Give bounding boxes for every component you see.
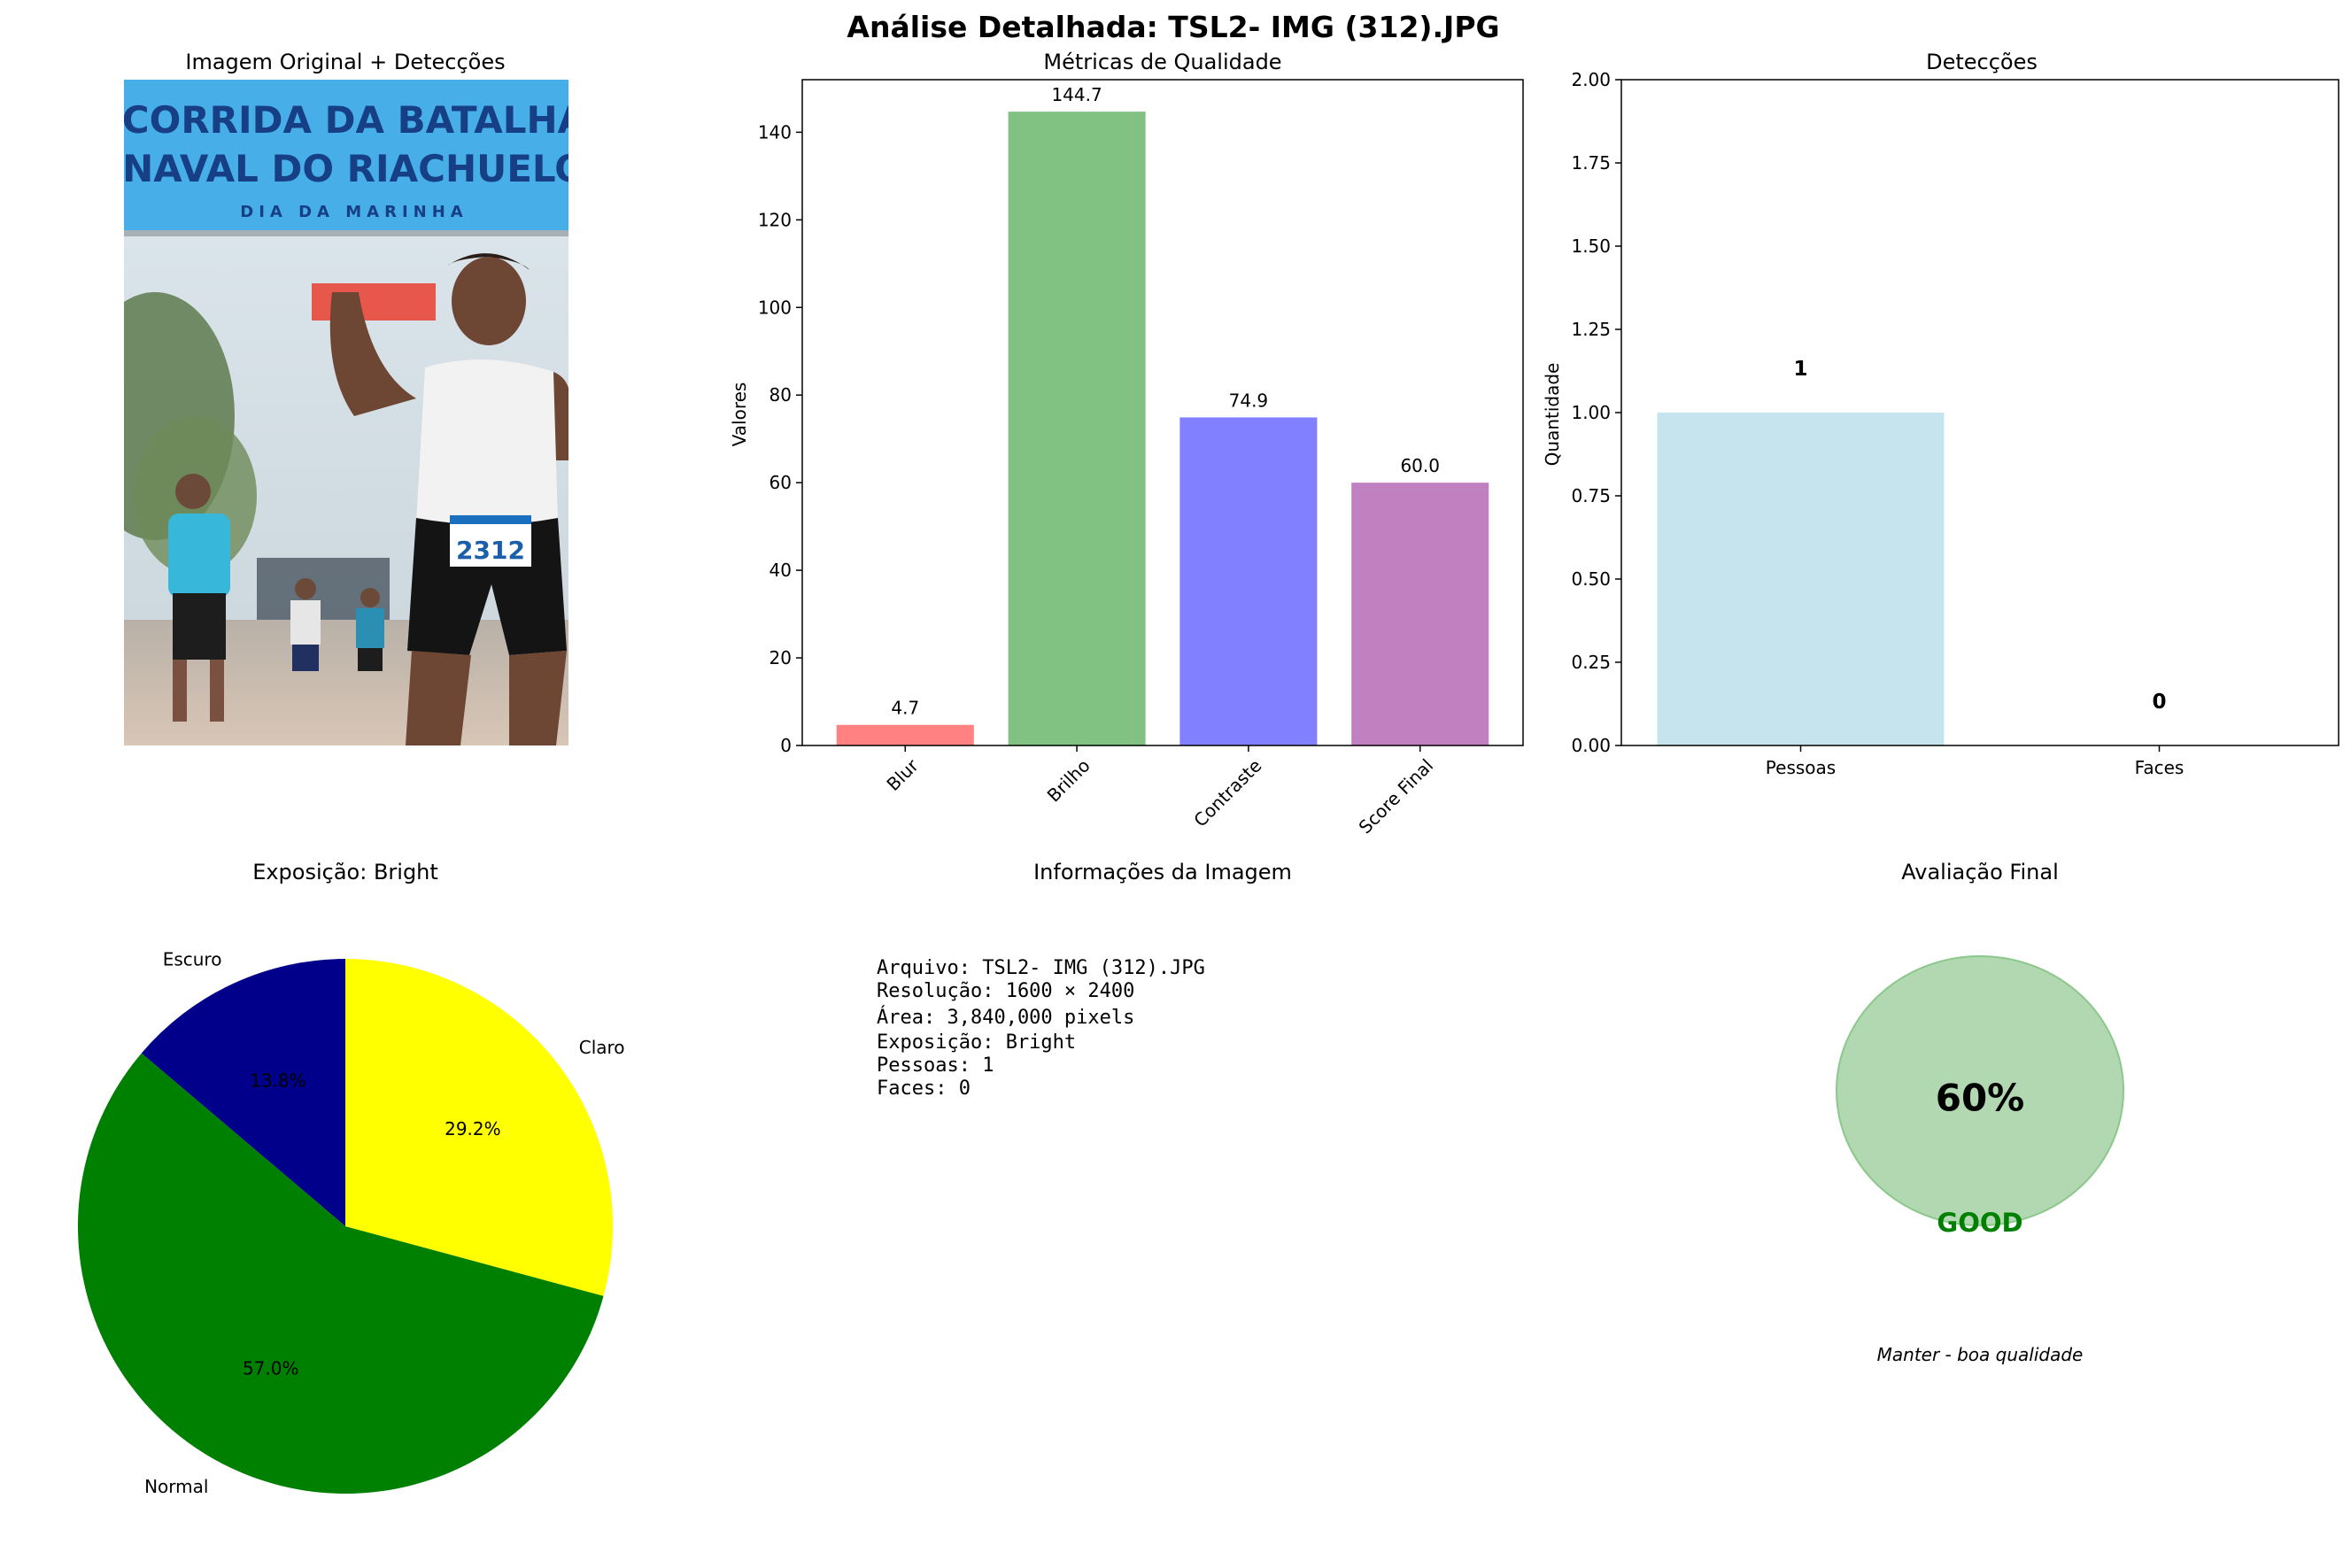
bar-blur bbox=[836, 724, 974, 745]
info-line-file: Arquivo: TSL2- IMG (312).JPG bbox=[877, 957, 1205, 979]
y-tick-label: 40 bbox=[769, 560, 792, 581]
metrics-y-axis-label: Valores bbox=[729, 382, 750, 447]
info-line-exposure: Exposição: Bright bbox=[877, 1031, 1076, 1054]
race-clock bbox=[312, 283, 436, 321]
detections-chart: Detecções Quantidade 0.00 0.25 0.50 0.75 1.0… bbox=[1542, 50, 2339, 778]
y-tick-label: 100 bbox=[758, 297, 792, 318]
x-tick-label-contraste: Contraste bbox=[1189, 755, 1265, 831]
figure-suptitle: Análise Detalhada: TSL2- IMG (312).JPG bbox=[847, 10, 1499, 44]
bar-brilho bbox=[1008, 112, 1146, 746]
x-tick-label-score-final: Score Final bbox=[1355, 755, 1438, 838]
y-tick-label: 1.50 bbox=[1571, 236, 1611, 257]
detections-y-axis-label: Quantidade bbox=[1542, 363, 1563, 467]
pie-label-claro: Claro bbox=[579, 1037, 625, 1058]
bib-number: 2312 bbox=[456, 536, 525, 565]
final-score: 60% bbox=[1936, 1077, 2025, 1120]
metrics-chart-title: Métricas de Qualidade bbox=[1043, 50, 1281, 74]
value-label-blur: 4.7 bbox=[891, 698, 919, 719]
banner-text-line3: DIA DA MARINHA bbox=[240, 203, 468, 221]
info-panel-title: Informações da Imagem bbox=[1033, 860, 1292, 884]
banner-text-line2: NAVAL DO RIACHUELO bbox=[122, 147, 586, 190]
pie-slice-escuro bbox=[141, 959, 345, 1226]
final-panel-title: Avaliação Final bbox=[1901, 860, 2059, 884]
y-tick-label: 0 bbox=[780, 735, 792, 756]
detections-plot-frame bbox=[1620, 79, 2339, 746]
value-label-faces: 0 bbox=[2152, 691, 2166, 714]
image-info-panel: Informações da Imagem Arquivo: TSL2- IMG… bbox=[877, 860, 1292, 1100]
pie-pct-escuro: 13.8% bbox=[250, 1070, 306, 1092]
pie-pct-normal: 57.0% bbox=[243, 1357, 299, 1379]
image-panel: Imagem Original + Detecções COR bbox=[122, 50, 587, 745]
quality-metrics-chart: Métricas de Qualidade Valores 0 20 40 60 80 1… bbox=[729, 50, 1524, 838]
y-tick-label: 60 bbox=[769, 472, 792, 493]
race-photo: CORRIDA DA BATALHA NAVAL DO RIACHUELO DI… bbox=[122, 80, 587, 745]
y-tick-label: 20 bbox=[769, 647, 792, 668]
score-circle bbox=[1836, 955, 2124, 1226]
value-label-pessoas: 1 bbox=[1793, 358, 1807, 381]
y-tick-label: 0.50 bbox=[1571, 568, 1611, 590]
pie-pct-claro: 29.2% bbox=[445, 1118, 501, 1139]
pie-slice-normal bbox=[78, 1053, 604, 1494]
pie-chart-title: Exposição: Bright bbox=[252, 860, 438, 884]
metrics-plot-frame bbox=[801, 79, 1524, 746]
y-tick-label: 1.25 bbox=[1571, 319, 1611, 340]
x-tick-label-pessoas: Pessoas bbox=[1766, 757, 1836, 778]
exposure-pie-chart: Exposição: Bright Escuro 13.8% Normal 57.0%… bbox=[78, 860, 625, 1497]
banner-text-line1: CORRIDA DA BATALHA bbox=[122, 98, 587, 142]
pie-label-escuro: Escuro bbox=[163, 949, 222, 970]
info-line-resolution: Resolução: 1600 × 2400 bbox=[877, 980, 1134, 1002]
info-line-people: Pessoas: 1 bbox=[877, 1054, 994, 1077]
info-line-faces: Faces: 0 bbox=[877, 1078, 971, 1100]
final-evaluation-panel: Avaliação Final 60% GOOD Manter - boa qu… bbox=[1836, 860, 2124, 1365]
detections-chart-title: Detecções bbox=[1926, 50, 2038, 74]
y-tick-label: 0.00 bbox=[1571, 735, 1611, 756]
final-rating: GOOD bbox=[1937, 1208, 2022, 1238]
pie-slice-claro bbox=[345, 959, 613, 1296]
image-panel-title: Imagem Original + Detecções bbox=[185, 50, 505, 74]
y-tick-label: 0.25 bbox=[1571, 652, 1611, 673]
bar-contraste bbox=[1179, 417, 1318, 745]
x-tick-label-brilho: Brilho bbox=[1043, 755, 1094, 807]
value-label-contraste: 74.9 bbox=[1229, 390, 1269, 411]
y-tick-label: 1.75 bbox=[1571, 152, 1611, 174]
bar-score-final bbox=[1351, 483, 1489, 745]
y-tick-label: 80 bbox=[769, 384, 792, 406]
value-label-score-final: 60.0 bbox=[1400, 455, 1440, 476]
y-tick-label: 1.00 bbox=[1571, 402, 1611, 423]
y-tick-label: 140 bbox=[758, 121, 792, 143]
final-recommendation: Manter - boa qualidade bbox=[1877, 1344, 2084, 1365]
y-tick-label: 0.75 bbox=[1571, 485, 1611, 506]
x-tick-label-blur: Blur bbox=[882, 754, 923, 795]
info-line-area: Área: 3,840,000 pixels bbox=[877, 1006, 1134, 1029]
value-label-brilho: 144.7 bbox=[1051, 84, 1102, 105]
pie-label-normal: Normal bbox=[144, 1476, 208, 1497]
x-tick-label-faces: Faces bbox=[2135, 757, 2185, 778]
bar-pessoas bbox=[1657, 413, 1945, 745]
y-tick-label: 120 bbox=[758, 209, 792, 230]
y-tick-label: 2.00 bbox=[1571, 69, 1611, 90]
